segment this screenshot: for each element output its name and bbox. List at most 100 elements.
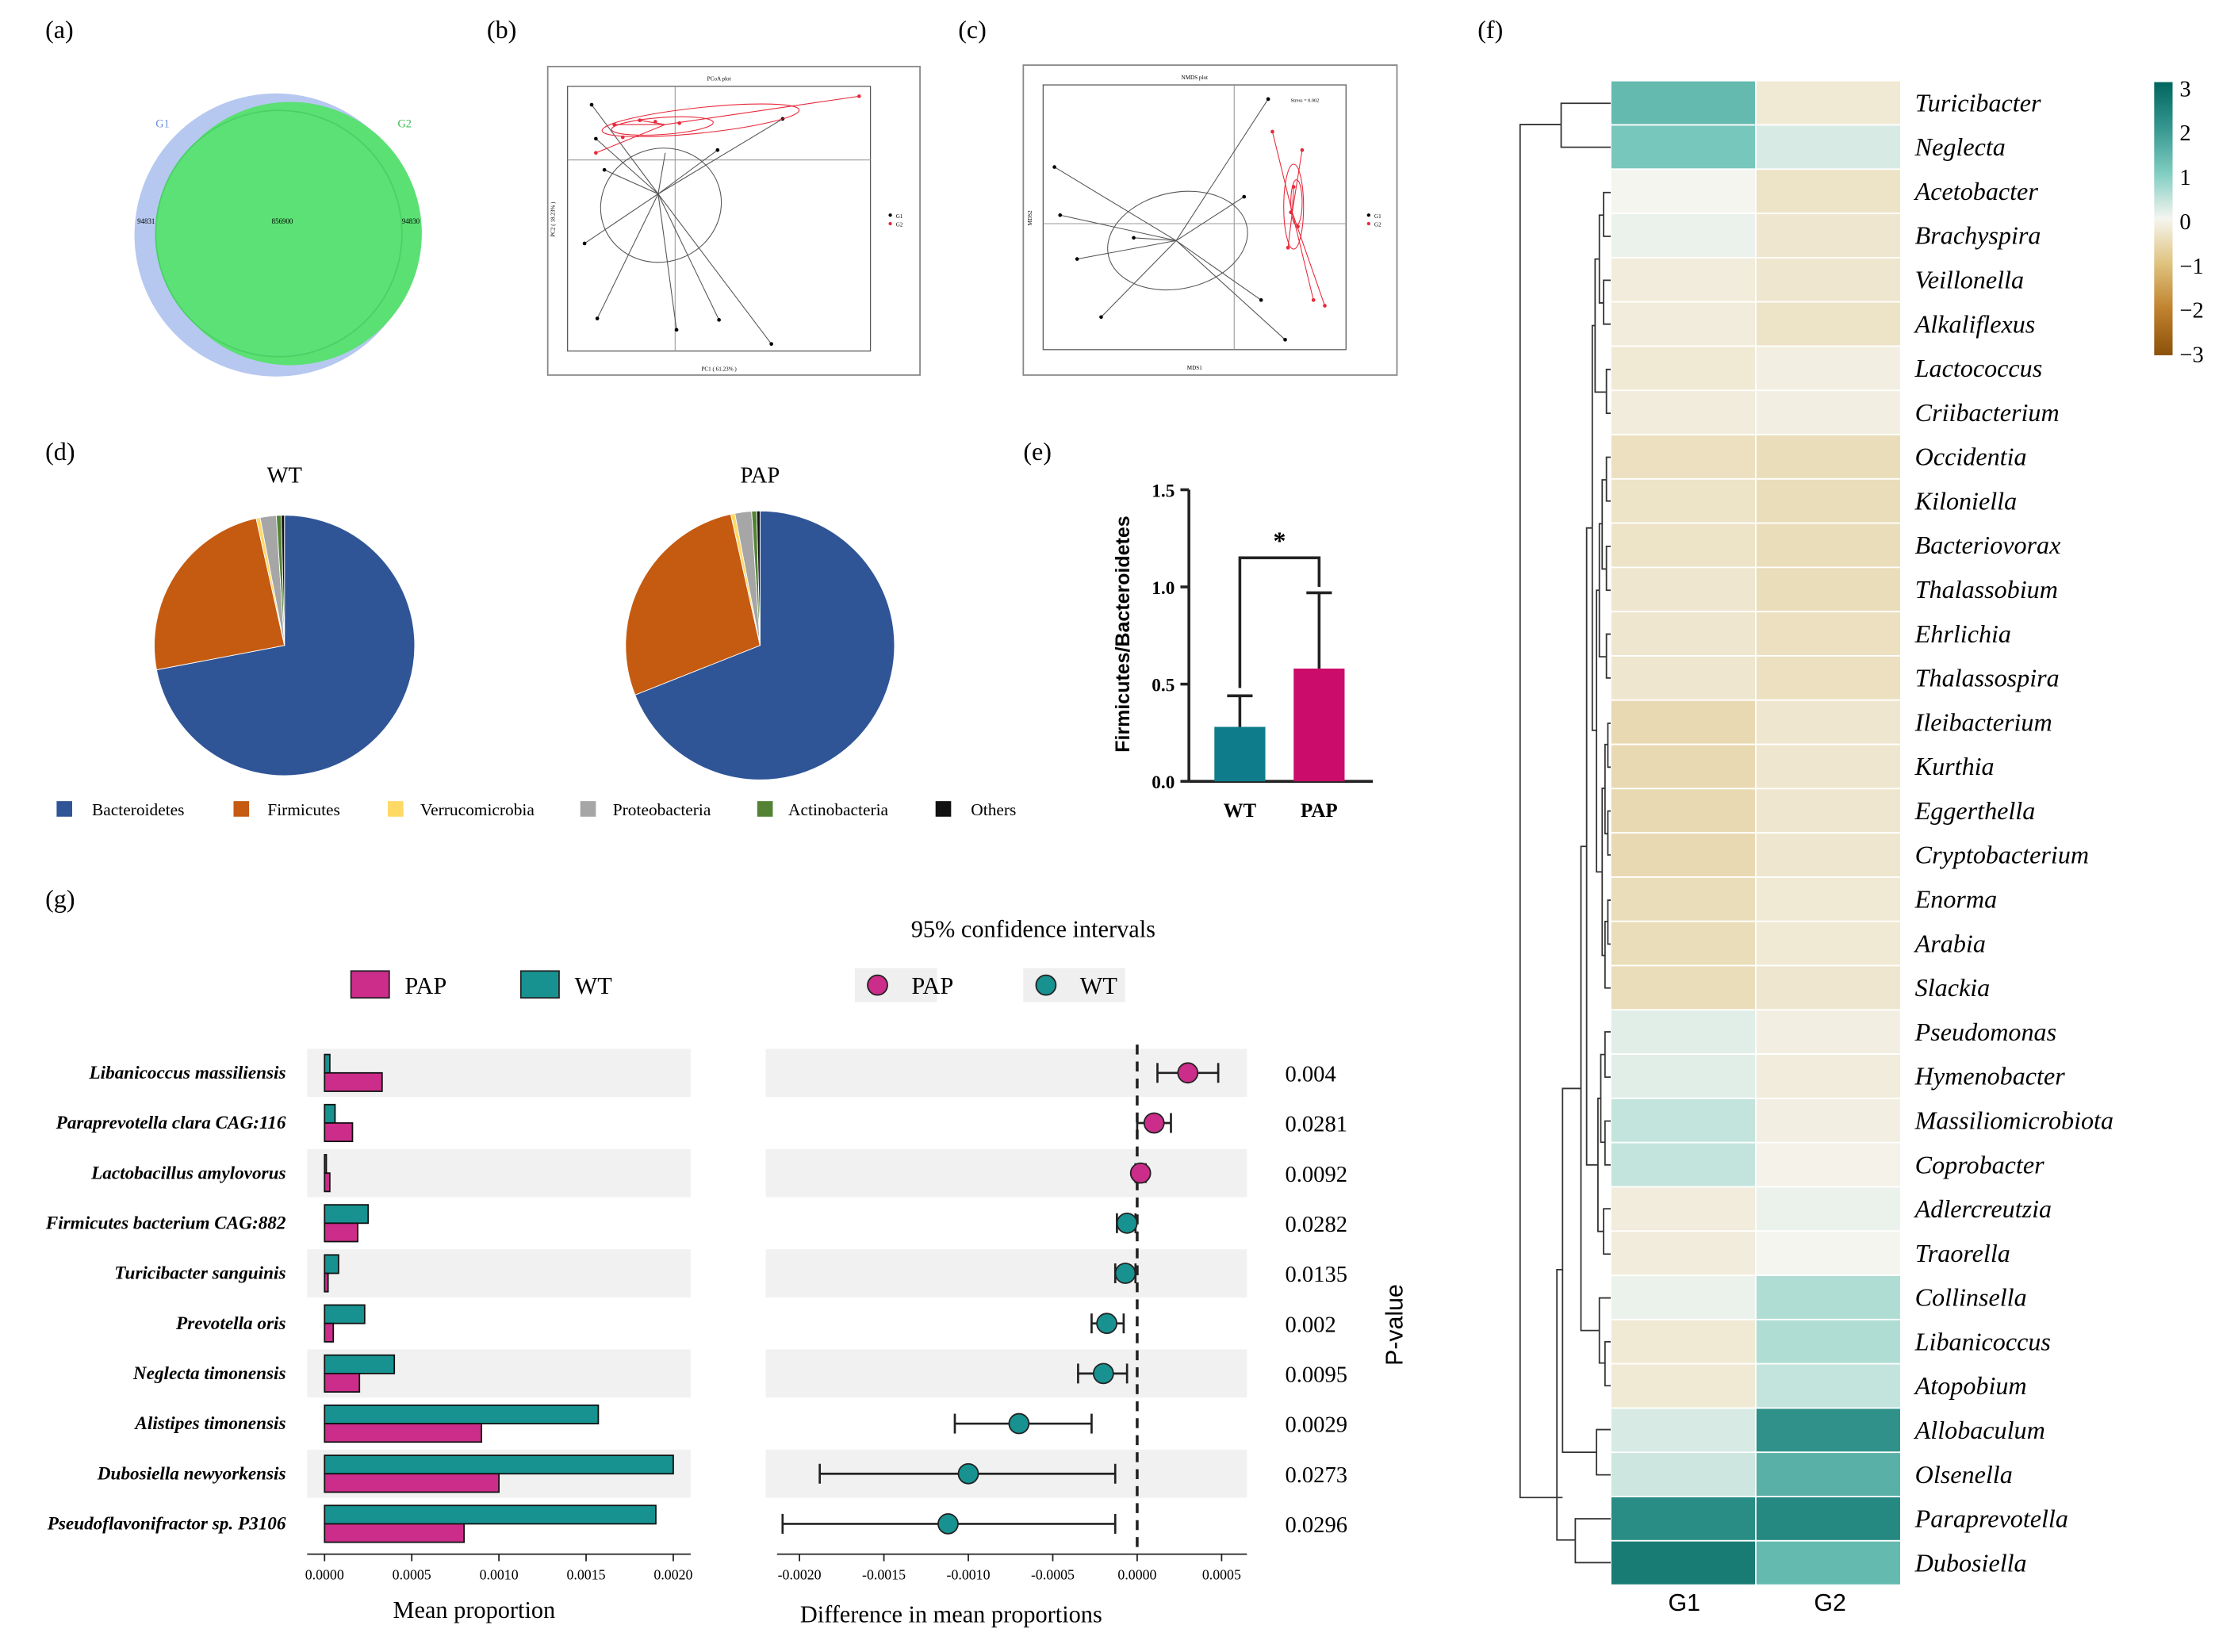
g-left-xtick-label: 0.0005 [393,1567,431,1583]
fb-significance-bracket [1238,556,1321,688]
pcoa-title: PCoA plot [707,76,731,82]
heatmap-cell [1755,1009,1902,1055]
heatmap-cell [1610,964,1757,1011]
ci-pvalue: 0.0282 [1286,1213,1348,1237]
colorbar-tick-label: 3 [2179,77,2190,102]
fb-ylabel: Firmicutes/Bacteroidetes [1112,516,1134,752]
heatmap-row-label: Neglecta [1914,132,2006,161]
heatmap-row-label: Occidentia [1915,443,2027,471]
g-bar-wt [324,1103,336,1124]
ci-title: 95% confidence intervals [911,915,1155,942]
panel-label-d: (d) [45,437,75,466]
heatmap-cell [1755,522,1902,569]
ci-point [1177,1062,1199,1084]
heatmap-cell [1610,168,1757,214]
pie-slice-firmicutes [625,513,761,696]
g-category-label: Prevotella oris [175,1313,285,1334]
heatmap-cell [1755,1141,1902,1188]
heatmap-row-label: Atopobium [1914,1371,2027,1400]
g-bar-pap [324,1272,329,1293]
legend-swatch-actinobacteria [757,801,773,817]
heatmap-cell [1610,1186,1757,1232]
pcoa-ylabel: PC2 ( 18.23% ) [550,201,557,237]
heatmap-cell [1755,168,1902,214]
ci-row-band [765,1148,1247,1198]
ci-xtick-label: -0.0005 [1031,1567,1075,1583]
legend-label-verrucomicrobia: Verrucomicrobia [420,800,535,819]
venn-count-g1: 94831 [137,217,155,225]
ci-pvalue: 0.004 [1286,1063,1336,1087]
ci-pvalue: 0.0095 [1286,1363,1348,1388]
heatmap-cell [1610,1097,1757,1144]
heatmap-cell [1610,124,1757,171]
legend-label-pap: PAP [404,972,446,999]
colorbar-tick-label: 0 [2179,210,2190,235]
heatmap-row-label: Turicibacter [1915,88,2041,117]
heatmap-row-label: Alkaliflexus [1914,309,2036,338]
heatmap-row-label: Bacteriovorax [1915,531,2061,559]
nmds-plot: NMDS plot MDS1 MDS2 Stress = 0.002 [1022,64,1398,376]
legend-swatch-verrucomicrobia [388,801,404,817]
ci-pvalue: 0.002 [1286,1313,1336,1337]
heatmap-cell [1755,1097,1902,1144]
colorbar-tick-label: −1 [2179,255,2203,279]
heatmap-row-label: Arabia [1914,929,1986,957]
heatmap-cell [1755,79,1902,126]
heatmap-cell [1755,1230,1902,1276]
heatmap-cell [1610,1230,1757,1276]
heatmap-cell [1610,1451,1757,1497]
heatmap-cell [1755,345,1902,392]
legend-label-firmicutes: Firmicutes [267,800,340,819]
heatmap-cell [1610,213,1757,259]
g-left-xtick-label: 0.0020 [653,1567,692,1583]
ci-xtick-label: -0.0010 [947,1567,991,1583]
heatmap-row-label: Olsenella [1915,1460,2013,1489]
pie-slice-bacteroidetes [634,510,895,780]
ci-xtick-label: 0.0005 [1202,1567,1241,1583]
venn-count-g2: 94830 [402,217,420,225]
g-category-label: Paraprevotella clara CAG:116 [56,1113,286,1133]
nmds-legend-g1: G1 [1374,213,1382,220]
heatmap-row-label: Dubosiella [1914,1548,2027,1577]
g-category-label: Dubosiella newyorkensis [97,1463,286,1484]
legend-swatch-proteobacteria [580,801,596,817]
heatmap-cell [1610,655,1757,701]
heatmap-cell [1610,920,1757,967]
fb-xtick-label: PAP [1301,800,1338,822]
heatmap-cell [1755,964,1902,1011]
heatmap-cell [1755,920,1902,967]
ci-point [1129,1162,1152,1184]
heatmap-cell [1755,611,1902,657]
heatmap-row-label: Acetobacter [1914,177,2039,205]
g-bar-wt [324,1504,657,1525]
fb-ytick-label: 1.0 [1152,578,1175,599]
heatmap-cell [1610,1318,1757,1365]
heatmap-cell [1610,1141,1757,1188]
heatmap-cell [1755,743,1902,790]
heatmap-cell [1610,477,1757,524]
g-bar-wt [324,1304,366,1324]
heatmap-row-label: Criibacterium [1915,398,2060,427]
heatmap-row-label: Hymenobacter [1914,1062,2066,1090]
ci-xtick-label: -0.0015 [862,1567,906,1583]
pcoa-legend-g2: G2 [896,222,903,228]
g-category-label: Alistipes timonensis [133,1413,285,1434]
heatmap-row-label: Paraprevotella [1914,1504,2068,1533]
g-bar-wt [324,1455,674,1475]
fb-bar-pap [1293,668,1345,782]
ci-pvalue: 0.0029 [1286,1413,1348,1438]
nmds-legend-g2: G2 [1374,222,1382,228]
heatmap-row-label: Thalassobium [1915,575,2058,604]
heatmap-cell [1610,699,1757,746]
heatmap-cell [1755,256,1902,303]
extended-error-bar-plot: 95% confidence intervals PAP WT PAP WT L… [45,915,1408,1627]
heatmap-cell [1755,1539,1902,1586]
heatmap-row-label: Libanicoccus [1914,1327,2051,1355]
colorbar-tick-label: −3 [2179,343,2203,368]
heatmap-cell [1610,876,1757,922]
legend-label-others: Others [971,800,1016,819]
heatmap-row-label: Slackia [1915,973,1991,1002]
ci-point [1008,1412,1030,1435]
